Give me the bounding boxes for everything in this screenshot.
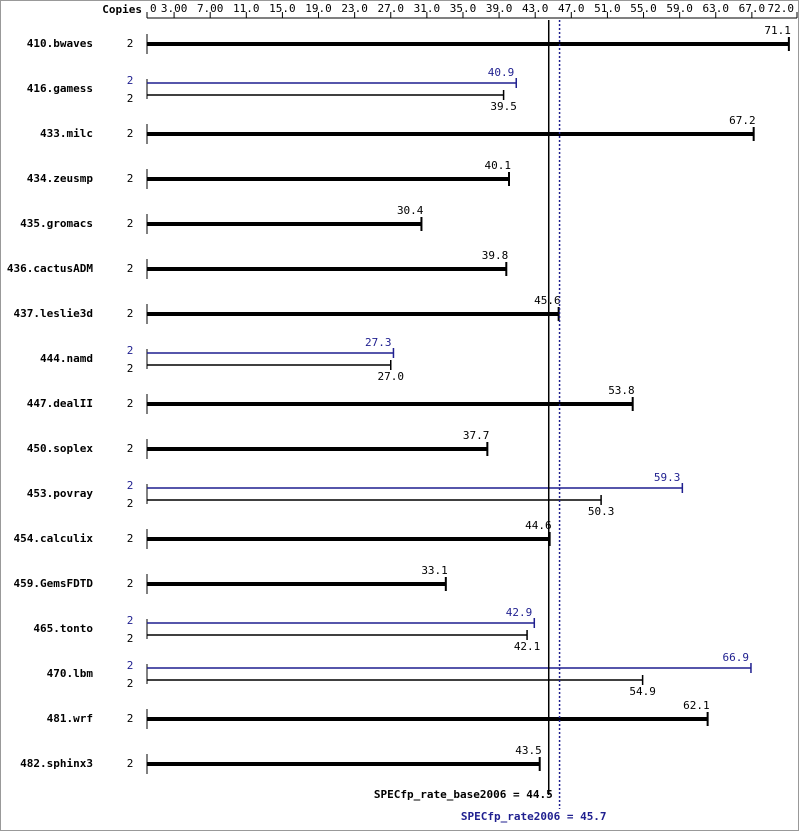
value-label: 40.1 xyxy=(485,159,512,172)
copies-label: 2 xyxy=(127,262,134,275)
value-label: 33.1 xyxy=(421,564,448,577)
x-tick-label: 67.0 xyxy=(739,2,766,15)
copies-label: 2 xyxy=(127,127,134,140)
value-label: 42.1 xyxy=(514,640,541,653)
x-tick-label: 72.0 xyxy=(768,2,795,15)
copies-header: Copies xyxy=(102,3,142,16)
benchmark-label: 436.cactusADM xyxy=(7,262,93,275)
value-label: 37.7 xyxy=(463,429,490,442)
value-label: 54.9 xyxy=(629,685,656,698)
x-tick-label: 63.0 xyxy=(703,2,730,15)
copies-label: 2 xyxy=(127,757,134,770)
x-tick-label: 19.0 xyxy=(305,2,332,15)
benchmark-label: 416.gamess xyxy=(27,82,93,95)
x-tick-label: 39.0 xyxy=(486,2,513,15)
copies-label: 2 xyxy=(127,217,134,230)
copies-label: 2 xyxy=(127,442,134,455)
benchmark-label: 450.soplex xyxy=(27,442,94,455)
copies-label: 2 xyxy=(127,632,134,645)
x-tick-label: 11.0 xyxy=(233,2,260,15)
x-tick-label: 35.0 xyxy=(450,2,477,15)
value-label: 71.1 xyxy=(764,24,791,37)
benchmark-label: 459.GemsFDTD xyxy=(14,577,94,590)
value-label: 66.9 xyxy=(722,651,749,664)
benchmark-label: 434.zeusmp xyxy=(27,172,94,185)
x-tick-label: 43.0 xyxy=(522,2,549,15)
value-label: 42.9 xyxy=(506,606,533,619)
x-tick-label: 0 xyxy=(150,2,157,15)
benchmark-label: 454.calculix xyxy=(14,532,94,545)
benchmark-label: 453.povray xyxy=(27,487,94,500)
copies-label: 2 xyxy=(127,397,134,410)
value-label: 45.6 xyxy=(534,294,561,307)
copies-label: 2 xyxy=(127,344,134,357)
value-label: 62.1 xyxy=(683,699,710,712)
x-tick-label: 3.00 xyxy=(161,2,188,15)
benchmark-label: 437.leslie3d xyxy=(14,307,93,320)
value-label: 30.4 xyxy=(397,204,424,217)
copies-label: 2 xyxy=(127,497,134,510)
value-label: 27.0 xyxy=(378,370,405,383)
value-label: 59.3 xyxy=(654,471,681,484)
copies-label: 2 xyxy=(127,362,134,375)
copies-label: 2 xyxy=(127,712,134,725)
reference-label: SPECfp_rate2006 = 45.7 xyxy=(461,810,607,823)
benchmark-label: 447.dealII xyxy=(27,397,93,410)
value-label: 40.9 xyxy=(488,66,515,79)
value-label: 67.2 xyxy=(729,114,756,127)
copies-label: 2 xyxy=(127,37,134,50)
benchmark-label: 470.lbm xyxy=(47,667,94,680)
x-tick-label: 7.00 xyxy=(197,2,224,15)
benchmark-label: 410.bwaves xyxy=(27,37,93,50)
value-label: 44.6 xyxy=(525,519,552,532)
copies-label: 2 xyxy=(127,659,134,672)
benchmark-label: 481.wrf xyxy=(47,712,93,725)
copies-label: 2 xyxy=(127,614,134,627)
x-tick-label: 47.0 xyxy=(558,2,585,15)
benchmark-label: 433.milc xyxy=(40,127,93,140)
benchmark-label: 435.gromacs xyxy=(20,217,93,230)
copies-label: 2 xyxy=(127,479,134,492)
value-label: 43.5 xyxy=(515,744,542,757)
copies-label: 2 xyxy=(127,172,134,185)
value-label: 50.3 xyxy=(588,505,615,518)
copies-label: 2 xyxy=(127,74,134,87)
benchmark-label: 465.tonto xyxy=(33,622,93,635)
copies-label: 2 xyxy=(127,307,134,320)
copies-label: 2 xyxy=(127,92,134,105)
x-tick-label: 59.0 xyxy=(666,2,693,15)
value-label: 53.8 xyxy=(608,384,635,397)
x-tick-label: 51.0 xyxy=(594,2,621,15)
x-tick-label: 15.0 xyxy=(269,2,296,15)
x-tick-label: 55.0 xyxy=(630,2,657,15)
benchmark-label: 444.namd xyxy=(40,352,93,365)
value-label: 39.5 xyxy=(490,100,517,113)
benchmark-label: 482.sphinx3 xyxy=(20,757,93,770)
copies-label: 2 xyxy=(127,577,134,590)
value-label: 27.3 xyxy=(365,336,392,349)
copies-label: 2 xyxy=(127,677,134,690)
reference-label: SPECfp_rate_base2006 = 44.5 xyxy=(374,788,553,801)
x-tick-label: 31.0 xyxy=(414,2,441,15)
x-tick-label: 23.0 xyxy=(341,2,368,15)
value-label: 39.8 xyxy=(482,249,509,262)
copies-label: 2 xyxy=(127,532,134,545)
x-tick-label: 27.0 xyxy=(378,2,405,15)
